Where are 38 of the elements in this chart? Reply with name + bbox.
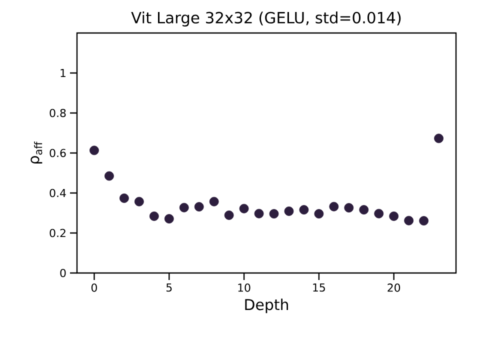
point — [359, 205, 369, 214]
y-tick-label: 0 — [60, 268, 66, 278]
y-tick-label: 0.6 — [50, 148, 66, 158]
point — [434, 134, 444, 144]
x-tick-label: 0 — [91, 284, 97, 292]
x-tick-label: 10 — [238, 284, 250, 292]
point — [284, 206, 294, 216]
point — [179, 202, 189, 212]
y-tick-label: 0.4 — [50, 188, 66, 198]
x-tick-label: 15 — [313, 284, 325, 292]
point — [314, 209, 324, 218]
chart-title: Vit Large 32x32 (GELU, std=0.014) — [131, 12, 401, 27]
point — [239, 204, 249, 214]
point — [209, 196, 219, 206]
point — [254, 208, 264, 218]
point — [374, 208, 384, 218]
x-tick-label: 5 — [166, 284, 172, 292]
point — [194, 202, 204, 212]
point — [104, 171, 114, 181]
point — [419, 216, 428, 226]
point — [299, 205, 309, 214]
y-tick-label: 0.2 — [50, 228, 66, 238]
point — [269, 209, 279, 218]
x-tick-label: 20 — [388, 284, 400, 292]
point — [119, 194, 129, 203]
point — [344, 203, 354, 212]
point — [149, 212, 159, 221]
point — [90, 146, 99, 156]
point — [134, 196, 144, 206]
point — [404, 216, 414, 226]
y-axis-title: ρ$_{aff}$ — [30, 142, 42, 164]
y-tick-label: 1 — [60, 69, 66, 77]
x-axis-title: Depth — [245, 298, 288, 314]
point — [329, 202, 339, 212]
point — [389, 212, 399, 221]
point — [164, 214, 174, 224]
point — [224, 210, 234, 220]
y-tick-label: 0.8 — [50, 108, 66, 118]
